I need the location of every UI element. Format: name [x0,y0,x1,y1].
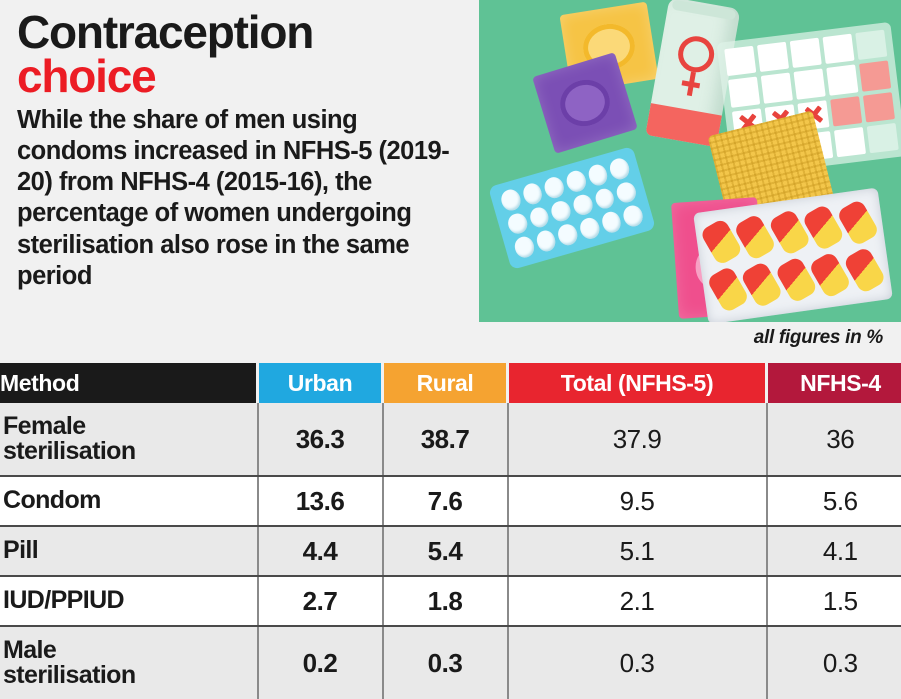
pill [592,186,617,212]
column-header-rural: Rural [382,363,509,403]
female-symbol-icon [673,33,717,97]
cell-urban: 13.6 [257,476,384,527]
calendar-cell [789,37,822,69]
calendar-cell [866,122,899,154]
pill [607,156,632,182]
calendar-cell-highlight [830,95,863,127]
cell-rural: 5.4 [382,526,509,577]
pill [542,174,567,200]
pill [564,168,588,194]
calendar-cell-highlight [862,91,895,123]
row-label-condom: Condom [0,476,259,527]
pill [520,181,545,207]
page-title-line-2: choice [17,50,157,103]
pill [512,234,537,260]
column-header-urban: Urban [256,363,384,403]
cell-total: 0.3 [507,626,768,699]
tube-crimp [671,0,737,21]
table-row: Male sterilisation 0.2 0.3 0.3 0.3 [0,626,901,699]
table-row: Condom 13.6 7.6 9.5 5.6 [0,476,901,527]
table-row: Female sterilisation 36.3 38.7 37.9 36 [0,403,901,477]
row-label-iud-ppiud: IUD/PPIUD [0,576,259,627]
row-label-male-sterilisation: Male sterilisation [0,626,259,699]
cell-urban: 2.7 [257,576,384,627]
figures-unit-note: all figures in % [753,327,884,348]
cell-urban: 4.4 [257,526,384,577]
pill [577,216,602,242]
table-row: Pill 4.4 5.4 5.1 4.1 [0,526,901,577]
pill [599,209,624,235]
cell-nfhs4: 5.6 [766,476,901,527]
row-label-line-2: sterilisation [3,661,136,689]
calendar-cell [793,68,826,100]
calendar-cell [760,72,793,104]
pill [498,187,523,213]
cell-nfhs4: 4.1 [766,526,901,577]
contraception-illustration [479,0,901,322]
calendar-cell-highlight [859,60,892,92]
table-header-row: Method Urban Rural Total (NFHS-5) NFHS-4 [0,363,901,403]
cell-nfhs4: 0.3 [766,626,901,699]
cell-nfhs4: 1.5 [766,576,901,627]
pill [505,211,530,237]
column-header-method: Method [0,363,258,403]
pill [571,192,595,218]
row-label-pill: Pill [0,526,259,577]
calendar-cell [822,33,855,65]
row-label-line-1: Female [3,411,86,440]
capsule [842,245,887,295]
capsule [835,198,881,248]
condom-ring-shape [554,73,616,133]
row-label-line-1: Male [3,635,57,664]
cell-urban: 36.3 [257,403,384,477]
standfirst-text: While the share of men using condoms inc… [17,106,450,290]
calendar-cell [855,29,888,61]
pill [614,179,639,205]
calendar-cell [833,126,867,158]
cell-total: 9.5 [507,476,768,527]
page-title-line-1: Contraception [17,6,314,58]
calendar-cell [756,41,790,73]
header-section: Contraception choice While the share of … [0,0,901,356]
venus-circle [675,33,717,76]
cell-rural: 38.7 [382,403,509,477]
calendar-cell [728,76,761,108]
column-header-total: Total (NFHS-5) [507,363,768,403]
contraception-data-table: Method Urban Rural Total (NFHS-5) NFHS-4… [0,363,901,699]
pill [556,222,580,248]
cell-rural: 1.8 [382,576,509,627]
blue-pill-blister-pack-icon [488,145,656,271]
pill [534,228,558,254]
row-label-line-2: sterilisation [3,437,136,465]
cell-nfhs4: 36 [766,403,901,477]
pill [527,204,552,230]
pill [586,162,610,188]
row-label-female-sterilisation: Female sterilisation [0,403,259,477]
pill [549,198,573,224]
headline-block: Contraception choice While the share of … [17,6,472,292]
cell-rural: 0.3 [382,626,509,699]
pill [621,203,646,229]
table-row: IUD/PPIUD 2.7 1.8 2.1 1.5 [0,576,901,627]
cell-total: 5.1 [507,526,768,577]
cell-urban: 0.2 [257,626,384,699]
calendar-cell [826,64,859,96]
column-header-nfhs4: NFHS-4 [766,363,901,403]
cell-total: 37.9 [507,403,768,477]
calendar-cell [724,45,757,77]
cell-total: 2.1 [507,576,768,627]
cell-rural: 7.6 [382,476,509,527]
